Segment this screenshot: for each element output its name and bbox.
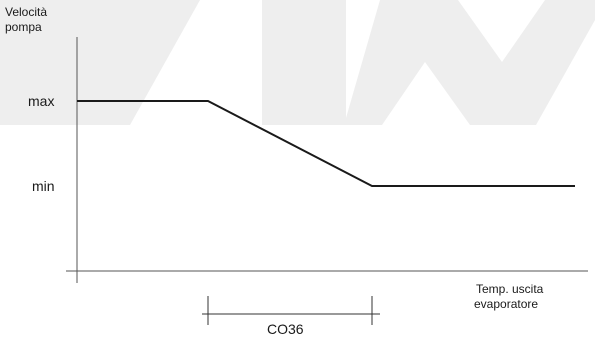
watermark-shape-left (0, 0, 200, 125)
watermark-shape-right (346, 0, 595, 125)
axes (66, 37, 588, 283)
x-axis-label: Temp. uscita evaporatore (474, 282, 547, 311)
watermark-shape-middle (262, 0, 346, 125)
pump-speed-curve (77, 100, 575, 187)
x-axis-label-line-1: Temp. uscita (476, 282, 544, 296)
min-label: min (32, 178, 55, 194)
parameter-span-bracket (202, 296, 380, 325)
parameter-label: CO36 (267, 321, 304, 337)
max-label: max (28, 93, 54, 109)
x-axis-label-line-2: evaporatore (474, 297, 538, 311)
y-axis-label-line-2: pompa (5, 20, 42, 34)
y-axis-label-line-1: Velocità (5, 5, 47, 19)
y-axis-label: Velocità pompa (5, 5, 50, 34)
watermark (0, 0, 595, 125)
